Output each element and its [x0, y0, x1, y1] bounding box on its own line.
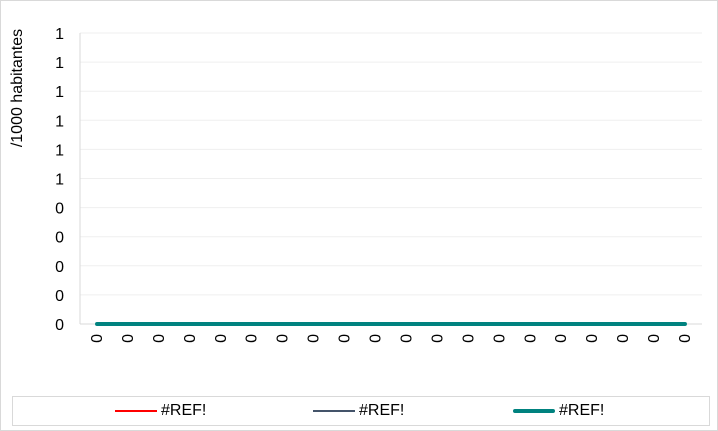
- y-tick-label: 0: [55, 259, 64, 276]
- y-tick-label: 1: [55, 142, 64, 159]
- x-tick-label: 0: [149, 334, 166, 343]
- x-tick-label: 0: [582, 334, 599, 343]
- legend-swatch-2: [313, 410, 355, 412]
- y-tick-label: 1: [55, 26, 64, 43]
- legend-item-1: #REF!: [115, 399, 206, 423]
- x-tick-label: 0: [644, 334, 661, 343]
- x-tick-label: 0: [335, 334, 352, 343]
- x-tick-label: 0: [211, 334, 228, 343]
- x-tick-label: 0: [87, 334, 104, 343]
- y-tick-label: 1: [55, 84, 64, 101]
- legend-label-2: #REF!: [359, 402, 405, 419]
- y-tick-label: 0: [55, 201, 64, 218]
- x-tick-label: 0: [427, 334, 444, 343]
- legend-label-3: #REF!: [559, 402, 605, 419]
- x-tick-label: 0: [396, 334, 413, 343]
- x-tick-label: 0: [458, 334, 475, 343]
- legend: #REF! #REF! #REF!: [12, 396, 710, 426]
- y-tick-label: 0: [55, 230, 64, 247]
- x-tick-label: 0: [242, 334, 259, 343]
- x-tick-label: 0: [273, 334, 290, 343]
- x-tick-label: 0: [613, 334, 630, 343]
- x-tick-label: 0: [675, 334, 692, 343]
- legend-item-3: #REF!: [513, 399, 604, 423]
- y-tick-label: 1: [55, 113, 64, 130]
- legend-item-2: #REF!: [313, 399, 404, 423]
- y-tick-label: 1: [55, 172, 64, 189]
- legend-swatch-1: [115, 410, 157, 412]
- x-tick-label: 0: [180, 334, 197, 343]
- x-tick-label: 0: [366, 334, 383, 343]
- legend-swatch-3: [513, 409, 555, 413]
- x-tick-label: 0: [520, 334, 537, 343]
- y-tick-label: 0: [55, 317, 64, 334]
- x-tick-label: 0: [304, 334, 321, 343]
- y-tick-label: 1: [55, 55, 64, 72]
- x-tick-label: 0: [118, 334, 135, 343]
- x-tick-label: 0: [551, 334, 568, 343]
- legend-label-1: #REF!: [161, 402, 207, 419]
- y-tick-label: 0: [55, 288, 64, 305]
- x-tick-label: 0: [489, 334, 506, 343]
